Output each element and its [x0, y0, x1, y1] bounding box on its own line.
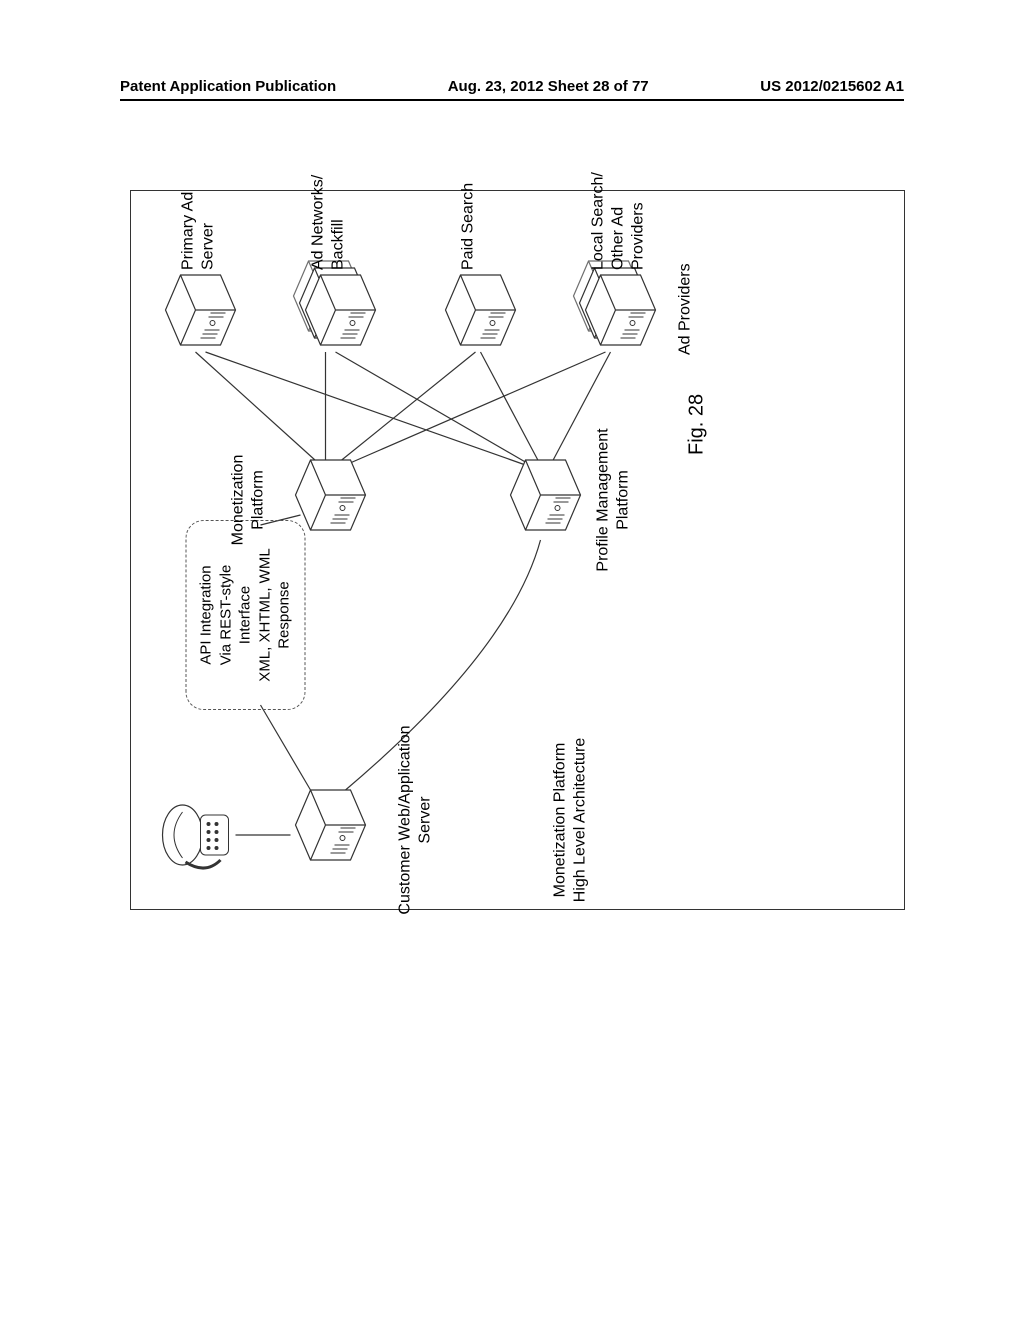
figure-caption: Fig. 28 [685, 394, 708, 455]
ad-provider-label: Local Search/ Other Ad Providers [588, 150, 648, 270]
phone-icon [160, 800, 240, 870]
ad-provider-label: Paid Search [458, 150, 478, 270]
header-left: Patent Application Publication [120, 78, 336, 95]
figure-container: Customer Web/Application Server API Inte… [130, 190, 905, 910]
ad-provider-server-icon [440, 270, 525, 355]
ad-provider-server-icon [160, 270, 245, 355]
figure-subtitle: Monetization Platform High Level Archite… [550, 730, 590, 910]
page-header: Patent Application Publication Aug. 23, … [120, 78, 904, 101]
ad-providers-label: Ad Providers [675, 263, 695, 355]
profile-label: Profile Management Platform [593, 425, 633, 575]
customer-server-label: Customer Web/Application Server [395, 720, 435, 920]
header-right: US 2012/0215602 A1 [760, 78, 904, 95]
monetization-server-icon [290, 455, 375, 540]
api-line1: API Integration [196, 535, 216, 695]
profile-server-icon [505, 455, 590, 540]
ad-provider-server-icon [570, 255, 667, 355]
ad-provider-server-icon [290, 255, 387, 355]
monetization-label: Monetization Platform [228, 430, 268, 570]
ad-provider-label: Primary Ad Server [178, 150, 218, 270]
api-line5: Response [274, 535, 294, 695]
figure-rotated-canvas: Customer Web/Application Server API Inte… [130, 190, 905, 910]
customer-server-icon [290, 785, 375, 870]
ad-provider-label: Ad Networks/ Backfill [308, 150, 348, 270]
header-center: Aug. 23, 2012 Sheet 28 of 77 [448, 78, 649, 95]
